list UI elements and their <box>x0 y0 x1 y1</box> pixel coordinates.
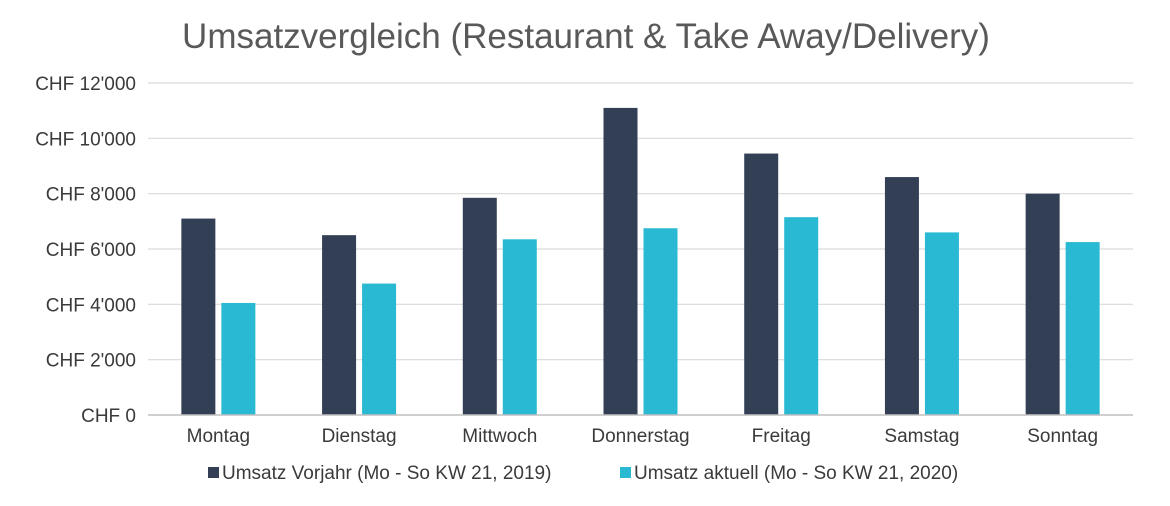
gridlines <box>148 82 1133 361</box>
bar-series-1 <box>1025 193 1060 415</box>
bar-series-2 <box>784 217 819 415</box>
y-tick-label: CHF 8'000 <box>46 185 136 206</box>
y-tick-label: CHF 2'000 <box>46 351 136 372</box>
bar-series-2 <box>502 239 537 415</box>
y-tick-label: CHF 0 <box>81 406 136 427</box>
bar-series-1 <box>744 153 779 416</box>
x-tick-label: Freitag <box>752 426 811 447</box>
x-tick-label: Montag <box>187 426 250 447</box>
bar-series-1 <box>603 107 638 416</box>
legend: Umsatz Vorjahr (Mo - So KW 21, 2019) Umsa… <box>208 463 958 484</box>
bar-series-2 <box>221 302 256 415</box>
y-axis-ticks: CHF 0 CHF 2'000 CHF 4'000 CHF 6'000 CHF 8'00… <box>35 74 136 427</box>
x-tick-label: Donnerstag <box>591 426 689 447</box>
bar-series-2 <box>1065 242 1100 415</box>
legend-label: Umsatz aktuell (Mo - So KW 21, 2020) <box>634 463 958 484</box>
bar-series-2 <box>924 232 959 415</box>
x-tick-label: Samstag <box>884 426 959 447</box>
y-tick-label: CHF 4'000 <box>46 295 136 316</box>
y-tick-label: CHF 6'000 <box>46 240 136 261</box>
x-tick-label: Dienstag <box>322 426 397 447</box>
bar-series-1 <box>462 197 497 415</box>
x-tick-label: Mittwoch <box>462 426 537 447</box>
bar-series-1 <box>884 177 919 415</box>
bar-series-1 <box>322 235 357 415</box>
bar-series-1 <box>181 218 216 415</box>
y-tick-label: CHF 12'000 <box>35 74 136 95</box>
chart-title: Umsatzvergleich (Restaurant & Take Away/… <box>182 17 990 56</box>
bars <box>181 107 1100 416</box>
legend-swatch <box>620 467 631 478</box>
bar-series-2 <box>362 283 397 415</box>
legend-label: Umsatz Vorjahr (Mo - So KW 21, 2019) <box>222 463 551 484</box>
bar-series-2 <box>643 228 678 415</box>
x-tick-label: Sonntag <box>1027 426 1098 447</box>
legend-swatch <box>208 467 219 478</box>
y-tick-label: CHF 10'000 <box>35 129 136 150</box>
x-axis-ticks: Montag Dienstag Mittwoch Donnerstag Freitag S… <box>187 426 1098 447</box>
